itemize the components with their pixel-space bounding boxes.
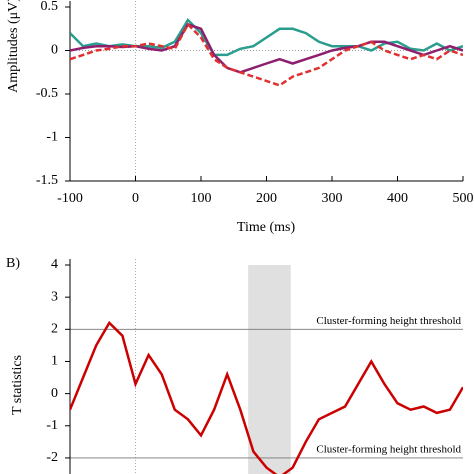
x-tick-label: 300 <box>322 191 343 206</box>
x-axis-label: Time (ms) <box>237 220 296 235</box>
y-tick-label: -2 <box>46 450 58 465</box>
data-line <box>70 22 463 74</box>
y-axis-label: Amplitudes (μV) <box>6 0 21 93</box>
y-tick-label: -1 <box>46 130 58 145</box>
panel-label: B) <box>6 256 20 271</box>
y-tick-label: 3 <box>51 289 58 304</box>
y-tick-label: -1.5 <box>36 173 58 188</box>
y-tick-label: 4 <box>51 257 58 272</box>
x-tick-label: 0 <box>132 191 139 206</box>
y-tick-label: 0 <box>51 386 58 401</box>
y-tick-label: -0.5 <box>36 86 58 101</box>
y-tick-label: 1 <box>51 354 58 369</box>
x-tick-label: 100 <box>191 191 212 206</box>
y-tick-label: -1 <box>46 418 58 433</box>
data-line <box>70 320 463 474</box>
x-tick-label: 500 <box>453 191 474 206</box>
data-line <box>70 22 463 87</box>
y-tick-label: 0.5 <box>41 0 59 14</box>
plot-lines <box>70 17 463 87</box>
x-tick-label: -100 <box>57 191 83 206</box>
y-tick-label: 2 <box>51 322 58 337</box>
y-axis-label: T statistics <box>10 355 25 415</box>
annotation: Cluster-forming height threshold <box>316 443 461 455</box>
x-tick-label: 200 <box>256 191 277 206</box>
plot-lines <box>70 320 463 474</box>
x-tick-label: 400 <box>387 191 408 206</box>
y-tick-label: 0 <box>51 43 58 58</box>
highlight-region <box>248 265 291 474</box>
annotation: Cluster-forming height threshold <box>316 315 461 327</box>
